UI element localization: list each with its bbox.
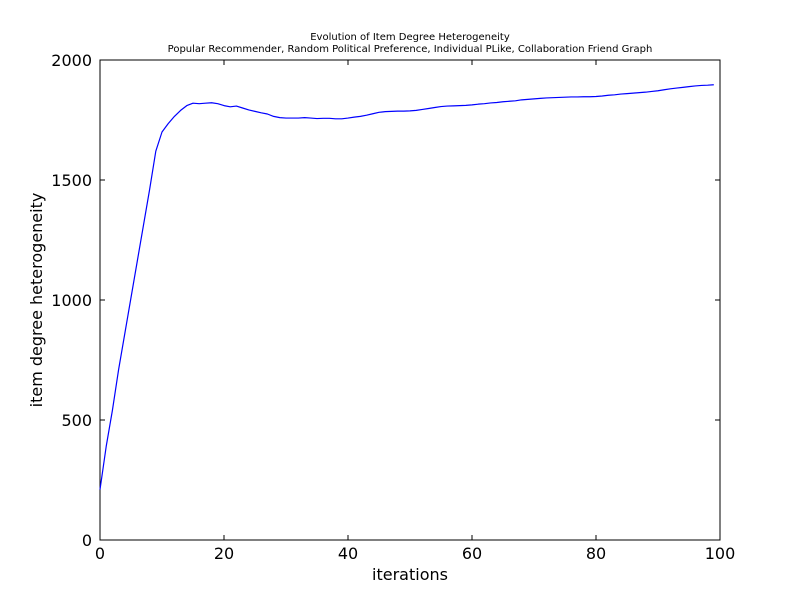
x-tick-label: 100 bbox=[705, 544, 736, 563]
plot-area bbox=[99, 59, 721, 541]
x-axis-label: iterations bbox=[372, 565, 448, 584]
x-tick-label: 60 bbox=[462, 544, 482, 563]
x-tick-label: 40 bbox=[338, 544, 358, 563]
y-tick-label: 0 bbox=[82, 531, 92, 550]
y-tick-label: 500 bbox=[61, 411, 92, 430]
chart-subtitle: Popular Recommender, Random Political Pr… bbox=[168, 44, 653, 55]
chart-title: Evolution of Item Degree Heterogeneity bbox=[310, 32, 510, 43]
y-tick-label: 2000 bbox=[51, 51, 92, 70]
x-tick-label: 80 bbox=[586, 544, 606, 563]
y-tick-label: 1500 bbox=[51, 171, 92, 190]
y-axis-label: item degree heterogeneity bbox=[27, 193, 46, 408]
series-line-0 bbox=[99, 84, 714, 490]
x-tick-label: 0 bbox=[95, 544, 105, 563]
x-tick-label: 20 bbox=[214, 544, 234, 563]
y-tick-label: 1000 bbox=[51, 291, 92, 310]
series-layer bbox=[99, 84, 714, 490]
